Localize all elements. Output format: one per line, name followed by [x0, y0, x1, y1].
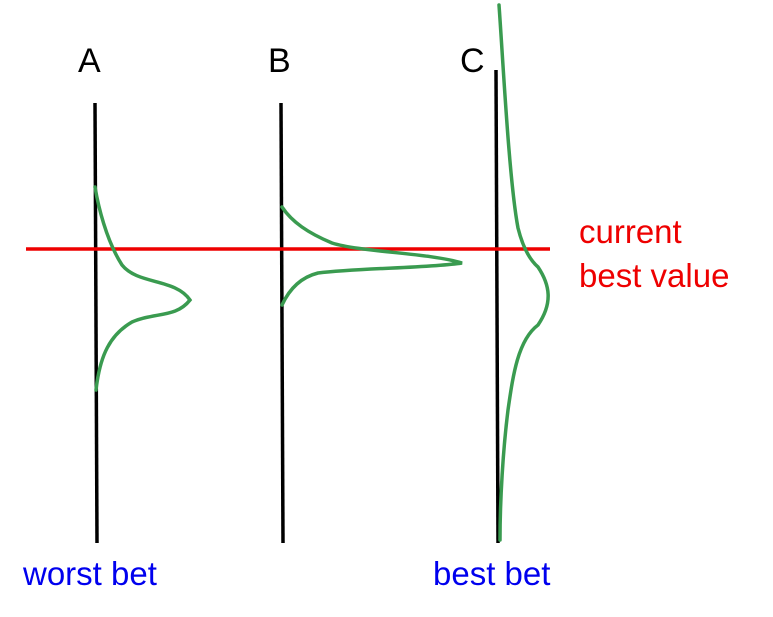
- column-label-b: B: [268, 42, 291, 80]
- distribution-curve-a: [93, 185, 193, 392]
- threshold-label-line1: current: [579, 213, 682, 250]
- column-label-a: A: [78, 42, 101, 80]
- threshold-label-line2: best value: [579, 257, 730, 294]
- axis-c: [494, 69, 500, 544]
- axis-a: [93, 102, 99, 544]
- axis-b: [279, 102, 285, 544]
- column-label-c: C: [460, 42, 485, 80]
- worst-bet-caption: worst bet: [23, 555, 157, 592]
- distribution-curve-c: [497, 3, 550, 542]
- best-bet-caption: best bet: [433, 555, 551, 592]
- distribution-curve-b: [280, 205, 463, 307]
